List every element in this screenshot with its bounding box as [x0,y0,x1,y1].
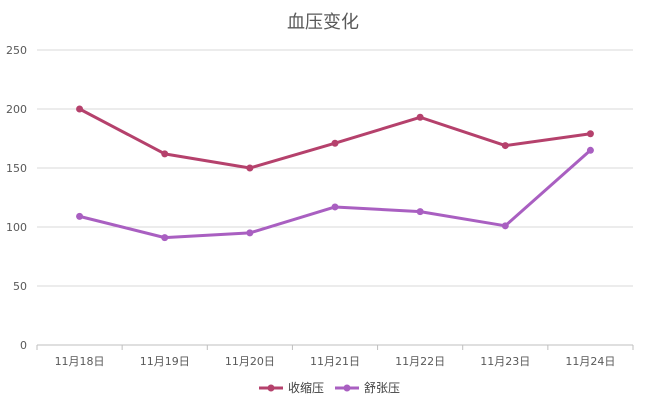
y-tick-label: 200 [6,103,27,116]
data-point-series-1 [501,142,509,150]
y-tick-label: 250 [6,44,27,57]
y-axis: 0 50 100 150 200 250 [6,44,27,352]
legend-label: 舒张压 [364,381,400,395]
legend-marker [267,384,275,392]
data-point-series-1 [76,105,84,113]
chart-title: 血压变化 [287,12,359,33]
legend-marker [343,384,351,392]
x-axis: 11月18日 11月19日 11月20日 11月21日 11月22日 11月23日 11月2… [36,344,634,368]
legend: 收缩压 舒张压 [259,380,400,395]
data-point-series-1 [416,113,424,121]
y-tick-label: 0 [20,339,27,352]
data-point-series-2 [76,212,84,220]
data-point-series-1 [586,130,594,138]
x-tick-label: 11月19日 [140,355,190,368]
data-point-series-1 [161,150,169,158]
data-point-series-1 [331,139,339,147]
data-point-series-1 [246,164,254,172]
y-tick-label: 150 [6,162,27,175]
gridlines [37,49,633,287]
y-tick-label: 100 [6,221,27,234]
data-point-series-2 [161,234,169,242]
data-point-series-2 [416,208,424,216]
series-line-2 [78,148,592,240]
x-tick-label: 11月23日 [480,355,530,368]
y-tick-label: 50 [13,280,27,293]
x-tick-label: 11月21日 [310,355,360,368]
series-line-1 [78,107,592,170]
data-point-series-2 [246,229,254,237]
data-point-series-2 [331,203,339,211]
series-group [76,105,594,242]
x-tick-label: 11月24日 [565,355,615,368]
x-tick-label: 11月20日 [225,355,275,368]
x-tick-label: 11月18日 [55,355,105,368]
data-point-series-2 [501,222,509,230]
legend-label: 收缩压 [288,380,324,395]
data-point-series-2 [586,146,594,154]
x-tick-label: 11月22日 [395,355,445,368]
